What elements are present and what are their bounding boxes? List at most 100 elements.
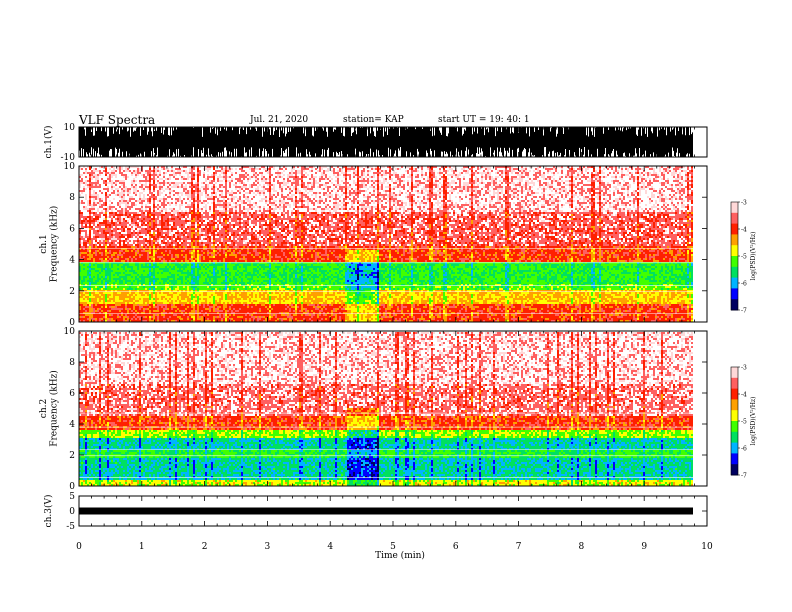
ch1-spectrogram-cell <box>93 236 95 238</box>
ch1-spectrogram-cell <box>101 198 103 200</box>
ch1-spectrogram-cell <box>89 172 91 174</box>
ch1-spectrogram-cell <box>91 170 93 172</box>
ch1-spectrogram-cell <box>103 282 105 284</box>
ch1-spectrogram-cell <box>101 238 103 240</box>
ch1-spectrogram-cell <box>83 276 85 278</box>
ch1-spectrogram-cell <box>83 270 85 272</box>
ch1-spectrogram-cell <box>107 270 109 272</box>
ch1-spectrogram-cell <box>97 250 99 252</box>
ch1-spectrogram-cell <box>83 250 85 252</box>
ch1-spectrogram-cell <box>91 316 93 318</box>
ch1-spectrogram-cell <box>105 230 107 232</box>
ch1-spectrogram-cell <box>87 260 89 262</box>
ch1-spectrogram-cell <box>93 274 95 276</box>
ch1-spectrogram-cell <box>101 222 103 224</box>
ch1-spectrogram-cell <box>105 306 107 308</box>
ch1-spectrogram-cell <box>89 204 91 206</box>
ch1-spectrogram-cell <box>85 276 87 278</box>
ch1-spectrogram-cell <box>105 282 107 284</box>
ch1-spectrogram-cell <box>97 302 99 304</box>
ch1-spectrogram-cell <box>93 316 95 318</box>
ch1-spectrogram-cell <box>87 276 89 278</box>
ch1-spectrogram-cell <box>95 178 97 180</box>
ch1-spectrogram-cell <box>95 308 97 310</box>
ch1-spectrogram-cell <box>81 236 83 238</box>
ch1-spectrogram-cell <box>99 292 101 294</box>
ch1-spectrogram-cell <box>83 282 85 284</box>
ch1-spectrogram-cell <box>91 176 93 178</box>
ch1-spectrogram-cell <box>81 302 83 304</box>
ch1-spectrogram-cell <box>83 236 85 238</box>
ch1-spectrogram-cell <box>87 274 89 276</box>
ch1-spectrogram-cell <box>95 288 97 290</box>
ch1-spectrogram-cell <box>103 298 105 300</box>
ch1-spectrogram-cell <box>107 298 109 300</box>
ch1-spectrogram-cell <box>89 194 91 196</box>
ch1-spectrogram-cell <box>83 240 85 242</box>
ch1-spectrogram-cell <box>83 298 85 300</box>
ch1-spectrogram-cell <box>93 234 95 236</box>
ch1-spectrogram-cell <box>83 288 85 290</box>
ch1-spectrogram-cell <box>105 232 107 234</box>
ch1-spectrogram-cell <box>101 258 103 260</box>
ch1-spectrogram-cell <box>101 278 103 280</box>
ch1-spectrogram-cell <box>91 238 93 240</box>
ch1-spectrogram-cell <box>85 184 87 186</box>
ch1-spectrogram-cell <box>89 272 91 274</box>
ch1-spectrogram-cell <box>105 258 107 260</box>
ch1-spectrogram-cell <box>103 170 105 172</box>
ch1-spectrogram-cell <box>101 212 103 214</box>
ch1-spectrogram-cell <box>103 188 105 190</box>
ch1-spectrogram-cell <box>103 238 105 240</box>
ch1-spectrogram-cell <box>81 268 83 270</box>
ch1-spectrogram-cell <box>83 188 85 190</box>
ch1-spectrogram-cell <box>109 292 111 294</box>
ch1-spectrogram-cell <box>95 186 97 188</box>
ch1-spectrogram-cell <box>83 260 85 262</box>
ch1-spectrogram-cell <box>93 298 95 300</box>
ch1-spectrogram-cell <box>89 218 91 220</box>
ch1-spectrogram-cell <box>91 296 93 298</box>
ch1-spectrogram-cell <box>97 306 99 308</box>
ch1-spectrogram-cell <box>95 318 97 320</box>
ch1-spectrogram-cell <box>99 230 101 232</box>
ch1-spectrogram-cell <box>101 294 103 296</box>
ch1-spectrogram-cell <box>105 194 107 196</box>
ch1-spectrogram-cell <box>81 214 83 216</box>
ch1-spectrogram-cell <box>95 282 97 284</box>
ch1-spectrogram-cell <box>83 218 85 220</box>
ch1-spectrogram-cell <box>97 210 99 212</box>
ch1-spectrogram-cell <box>101 276 103 278</box>
ch1-spectrogram-cell <box>103 252 105 254</box>
ch1-spectrogram-cell <box>83 246 85 248</box>
ch1-spectrogram-cell <box>95 252 97 254</box>
ch1-spectrogram-cell <box>97 222 99 224</box>
ch1-spectrogram-cell <box>83 202 85 204</box>
ch1-spectrogram-cell <box>85 182 87 184</box>
ch1-spectrogram-cell <box>81 308 83 310</box>
ch1-spectrogram-cell <box>85 278 87 280</box>
ch1-spectrogram-cell <box>93 176 95 178</box>
ch1-spectrogram-cell <box>101 256 103 258</box>
ch1-spectrogram-cell <box>89 234 91 236</box>
ch1-spectrogram-cell <box>89 226 91 228</box>
ch1-spectrogram-cell <box>99 280 101 282</box>
ch1-spectrogram-cell <box>109 302 111 304</box>
ch1-spectrogram-cell <box>89 188 91 190</box>
ch1-spectrogram-cell <box>91 184 93 186</box>
ch1-spectrogram-cell <box>95 204 97 206</box>
ch1-spectrogram-cell <box>91 250 93 252</box>
ch1-spectrogram-cell <box>83 314 85 316</box>
ch1-spectrogram-cell <box>107 240 109 242</box>
ch1-spectrogram-cell <box>81 286 83 288</box>
ch1-spectrogram-cell <box>95 184 97 186</box>
ch1-spectrogram-cell <box>101 282 103 284</box>
ch1-spectrogram-cell <box>89 318 91 320</box>
ch1-spectrogram-cell <box>91 288 93 290</box>
ch1-spectrogram-cell <box>91 194 93 196</box>
ch1-spectrogram-cell <box>89 282 91 284</box>
ch1-spectrogram-cell <box>99 174 101 176</box>
ch1-spectrogram-cell <box>85 260 87 262</box>
ch1-spectrogram-cell <box>103 212 105 214</box>
ch1-spectrogram-cell <box>89 182 91 184</box>
